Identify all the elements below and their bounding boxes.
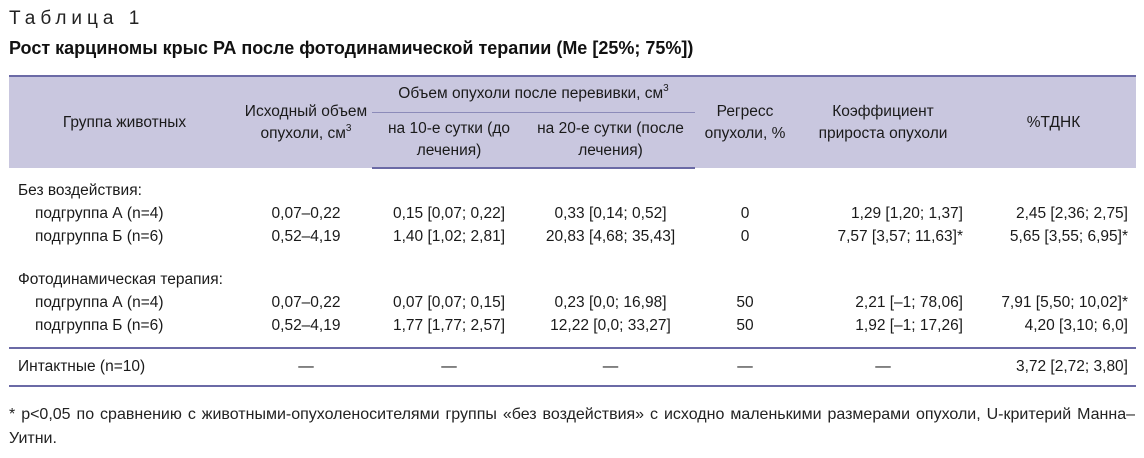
group-row: Без воздействия: — [9, 179, 1136, 202]
cell-regress: 50 — [736, 294, 754, 311]
header-day10: на 10-е сутки (до лечения) — [372, 112, 526, 169]
cell-regress: — — [695, 347, 795, 387]
cell-day20: 0,23 [0,0; 16,98] — [554, 294, 667, 311]
header-regress: Регресс опухоли, % — [695, 75, 795, 168]
cell-day10: 1,40 [1,02; 2,81] — [392, 228, 506, 245]
table-title: Рост карциномы крыс РА после фотодинамич… — [9, 38, 694, 58]
row-label: Интактные (n=10) — [9, 347, 240, 387]
row-label: подгруппа Б (n=6) — [35, 228, 164, 245]
header-coef: Коэффициент прироста опухоли — [795, 75, 971, 168]
cell-initial: 0,52–4,19 — [271, 228, 341, 245]
group-name: Без воздействия: — [18, 182, 142, 199]
cell-day10: 0,15 [0,07; 0,22] — [392, 205, 506, 222]
cell-tdnk: 4,20 [3,10; 6,0] — [1024, 317, 1128, 334]
header-group: Группа животных — [9, 75, 240, 168]
cell-tdnk: 3,72 [2,72; 3,80] — [971, 347, 1136, 387]
cell-initial: 0,07–0,22 — [271, 205, 341, 222]
header-tdnk: %ТДНК — [971, 75, 1136, 168]
row-label: подгруппа А (n=4) — [35, 205, 164, 222]
cell-day20: 12,22 [0,0; 33,27] — [550, 317, 671, 334]
cell-coef: 7,57 [3,57; 11,63]* — [837, 228, 963, 245]
row-label: подгруппа Б (n=6) — [35, 317, 164, 334]
data-table: Группа животных Исходный объем опухоли, … — [9, 75, 1136, 387]
table-footnote: * p<0,05 по сравнению с животными-опухол… — [9, 406, 1135, 447]
header-volume-after: Объем опухоли после перевивки, см3 — [372, 75, 695, 113]
cell-coef: 1,29 [1,20; 1,37] — [850, 205, 963, 222]
cell-coef: 2,21 [–1; 78,06] — [855, 294, 963, 311]
table-row: подгруппа Б (n=6) 0,52–4,19 1,77 [1,77; … — [9, 314, 1136, 337]
table-row: подгруппа Б (n=6) 0,52–4,19 1,40 [1,02; … — [9, 225, 1136, 248]
cell-day10: — — [372, 347, 526, 387]
header-day20: на 20-е сутки (после лечения) — [526, 112, 695, 169]
cell-initial: 0,52–4,19 — [271, 317, 341, 334]
cell-day20: 0,33 [0,14; 0,52] — [554, 205, 667, 222]
cell-regress: 0 — [740, 228, 750, 245]
cell-regress: 0 — [740, 205, 750, 222]
cell-tdnk: 2,45 [2,36; 2,75] — [1015, 205, 1128, 222]
table-row-intact: Интактные (n=10) — — — — — 3,72 [2,72; 3… — [9, 347, 1136, 387]
cell-initial: 0,07–0,22 — [271, 294, 341, 311]
cell-day10: 1,77 [1,77; 2,57] — [392, 317, 506, 334]
cell-regress: 50 — [736, 317, 754, 334]
cell-day10: 0,07 [0,07; 0,15] — [392, 294, 506, 311]
table-row: подгруппа А (n=4) 0,07–0,22 0,15 [0,07; … — [9, 202, 1136, 225]
cell-day20: — — [526, 347, 695, 387]
table-row: подгруппа А (n=4) 0,07–0,22 0,07 [0,07; … — [9, 291, 1136, 314]
cell-initial: — — [240, 347, 372, 387]
row-label: подгруппа А (n=4) — [35, 294, 164, 311]
group-name: Фотодинамическая терапия: — [18, 271, 223, 288]
cell-tdnk: 5,65 [3,55; 6,95]* — [1009, 228, 1128, 245]
cell-day20: 20,83 [4,68; 35,43] — [545, 228, 676, 245]
cell-coef: 1,92 [–1; 17,26] — [855, 317, 963, 334]
group-row: Фотодинамическая терапия: — [9, 268, 1136, 291]
header-initial-volume: Исходный объем опухоли, см3 — [240, 75, 372, 168]
cell-coef: — — [795, 347, 971, 387]
table-caption: Таблица 1 — [9, 8, 145, 29]
cell-tdnk: 7,91 [5,50; 10,02]* — [1001, 294, 1128, 311]
